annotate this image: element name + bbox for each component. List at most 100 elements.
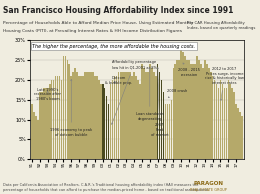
Bar: [230, 84, 231, 159]
Bar: [171, 100, 172, 159]
Bar: [151, 68, 153, 159]
Text: The higher the percentage, the more affordable the housing costs.: The higher the percentage, the more affo…: [32, 44, 195, 49]
Bar: [82, 76, 84, 159]
Bar: [165, 104, 166, 159]
Bar: [225, 88, 227, 159]
Bar: [133, 72, 135, 159]
Bar: [235, 104, 237, 159]
Bar: [241, 116, 243, 159]
Bar: [114, 76, 115, 159]
Bar: [86, 72, 88, 159]
Bar: [106, 96, 107, 159]
Bar: [196, 56, 198, 159]
Bar: [35, 116, 37, 159]
Bar: [74, 68, 76, 159]
Bar: [124, 72, 125, 159]
Text: 1996 economy to peak
of dotcom bubble: 1996 economy to peak of dotcom bubble: [50, 79, 92, 137]
Bar: [161, 80, 162, 159]
Bar: [118, 72, 119, 159]
Bar: [210, 72, 211, 159]
Bar: [153, 72, 154, 159]
Bar: [49, 84, 50, 159]
Bar: [110, 84, 111, 159]
Bar: [177, 60, 178, 159]
Bar: [200, 64, 202, 159]
Bar: [43, 88, 45, 159]
Bar: [231, 88, 233, 159]
Bar: [239, 112, 241, 159]
Bar: [186, 60, 188, 159]
Bar: [167, 104, 168, 159]
Text: 2007
Peak
of market: 2007 Peak of market: [151, 68, 168, 137]
Text: PARAGON: PARAGON: [193, 181, 223, 186]
Bar: [96, 76, 98, 159]
Bar: [212, 76, 213, 159]
Bar: [159, 72, 160, 159]
Bar: [47, 88, 49, 159]
Bar: [90, 72, 92, 159]
Bar: [131, 76, 133, 159]
Bar: [61, 80, 62, 159]
Bar: [194, 64, 196, 159]
Bar: [137, 80, 139, 159]
Text: Per CAR Housing Affordability
Index, based on quarterly readings: Per CAR Housing Affordability Index, bas…: [187, 21, 256, 30]
Bar: [222, 84, 223, 159]
Bar: [104, 88, 106, 159]
Bar: [190, 64, 192, 159]
Bar: [125, 72, 127, 159]
Bar: [143, 68, 145, 159]
Text: Affordability percentage
low hit in Q1-2001 at 8%: Affordability percentage low hit in Q1-2…: [112, 61, 157, 124]
Bar: [37, 120, 39, 159]
Bar: [100, 84, 102, 159]
Bar: [184, 56, 186, 159]
Bar: [216, 84, 217, 159]
Bar: [57, 76, 58, 159]
Bar: [55, 76, 56, 159]
Bar: [237, 108, 239, 159]
Bar: [178, 60, 180, 159]
Bar: [84, 72, 86, 159]
Bar: [80, 76, 82, 159]
Bar: [173, 68, 174, 159]
Text: Housing Costs (PITI), at Prevailing Interest Rates & HH Income Distribution Figu: Housing Costs (PITI), at Prevailing Inte…: [3, 29, 181, 33]
Bar: [108, 104, 109, 159]
Bar: [149, 64, 151, 159]
Bar: [94, 76, 96, 159]
Text: Loan standards
degenerating: Loan standards degenerating: [136, 68, 164, 121]
Text: San Francisco Housing Affordability Index since 1991: San Francisco Housing Affordability Inde…: [3, 6, 233, 15]
Text: 2008 crash: 2008 crash: [167, 89, 187, 98]
Bar: [141, 64, 143, 159]
Bar: [67, 60, 68, 159]
Bar: [121, 72, 123, 159]
Bar: [188, 60, 190, 159]
Bar: [168, 104, 170, 159]
Bar: [127, 72, 129, 159]
Bar: [59, 76, 60, 159]
Bar: [218, 88, 219, 159]
Bar: [174, 64, 176, 159]
Bar: [78, 76, 80, 159]
Bar: [41, 92, 43, 159]
Bar: [63, 56, 64, 159]
Bar: [214, 80, 216, 159]
Bar: [112, 80, 113, 159]
Bar: [224, 88, 225, 159]
Bar: [45, 88, 47, 159]
Bar: [206, 64, 207, 159]
Bar: [139, 84, 141, 159]
Bar: [88, 72, 90, 159]
Bar: [220, 80, 221, 159]
Text: Dotcom
& bubble prop.: Dotcom & bubble prop.: [105, 76, 132, 85]
Text: REAL ESTATE GROUP: REAL ESTATE GROUP: [190, 188, 226, 192]
Bar: [33, 112, 35, 159]
Bar: [135, 76, 137, 159]
Bar: [92, 72, 94, 159]
Bar: [163, 92, 164, 159]
Text: Percentage of Households Able to Afford Median Price House, Using Estimated Mont: Percentage of Households Able to Afford …: [3, 21, 193, 25]
Bar: [180, 48, 182, 159]
Bar: [204, 60, 206, 159]
Text: 2008 - 2015
recession: 2008 - 2015 recession: [178, 63, 200, 77]
Bar: [202, 68, 204, 159]
Bar: [147, 72, 149, 159]
Bar: [198, 60, 200, 159]
